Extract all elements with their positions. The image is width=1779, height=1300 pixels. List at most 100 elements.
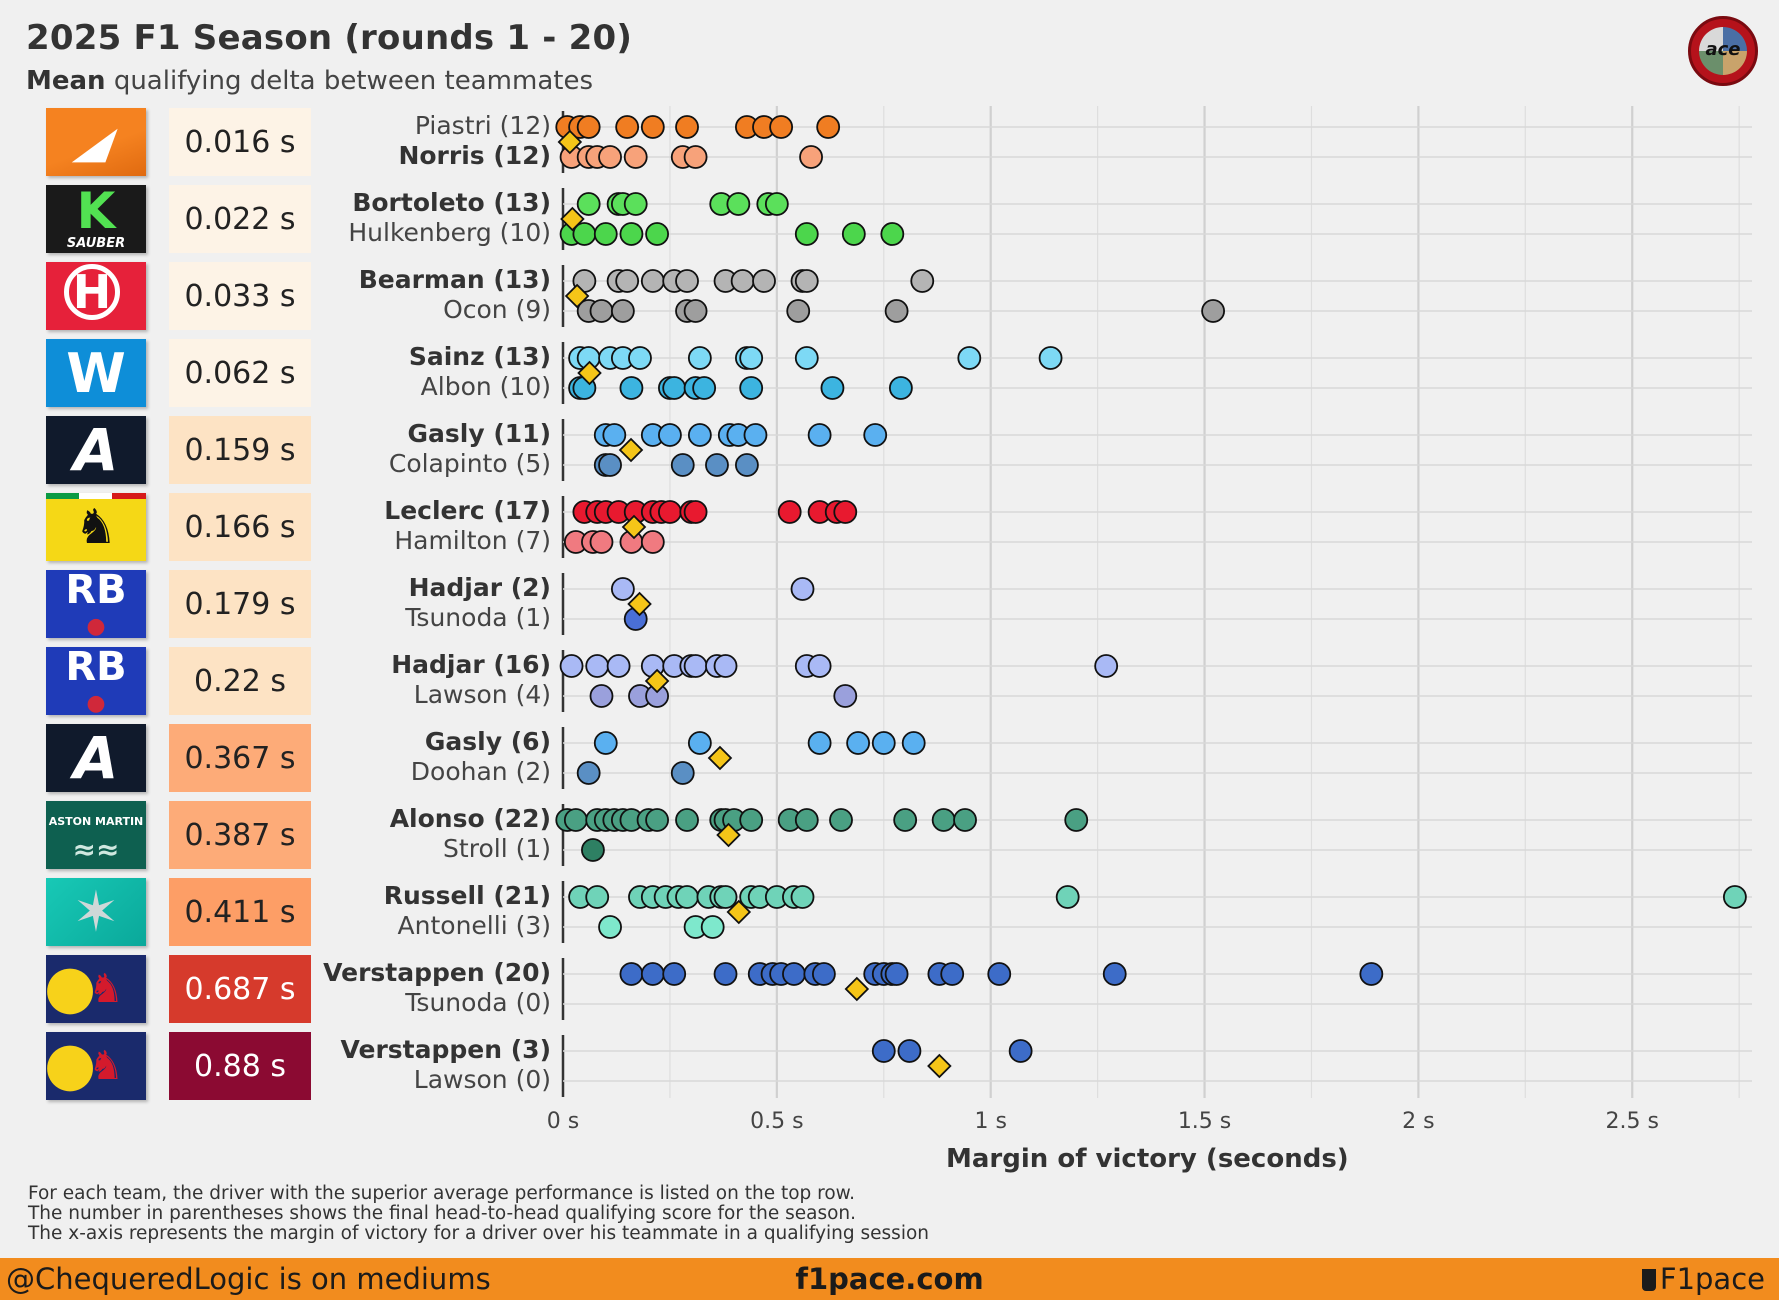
qualifying-margin-point <box>700 915 725 939</box>
qualifying-margin-point <box>585 885 610 909</box>
qualifying-margin-point <box>739 376 764 400</box>
red-bull-logo: ● ♞ <box>46 1032 146 1100</box>
qualifying-margin-point <box>623 192 648 216</box>
qualifying-margin-point <box>683 145 708 169</box>
mean-delta-marker <box>627 591 652 617</box>
qualifying-margin-point <box>880 222 905 246</box>
qualifying-margin-point <box>897 1039 922 1063</box>
driver-label-bottom: Stroll (1) <box>443 834 551 863</box>
qualifying-margin-point <box>563 808 588 832</box>
qualifying-margin-point <box>871 731 896 755</box>
mean-delta-marker <box>716 822 741 848</box>
mean-delta-marker <box>726 899 752 925</box>
qualifying-margin-point <box>739 346 764 370</box>
driver-label-top: Gasly (6) <box>424 727 551 756</box>
driver-label-top: Hadjar (16) <box>391 650 551 679</box>
qualifying-margin-point <box>589 684 614 708</box>
qualifying-margin-point <box>807 731 832 755</box>
mean-delta-box: 0.062 s <box>169 339 311 407</box>
driver-label-top: Leclerc (17) <box>384 496 551 525</box>
coffee-cup-icon <box>1641 1269 1656 1291</box>
footer-site[interactable]: f1pace.com <box>795 1262 984 1296</box>
footnote-3: The x-axis represents the margin of vict… <box>28 1223 930 1244</box>
qualifying-margin-point <box>593 731 618 755</box>
qualifying-margin-point <box>794 808 819 832</box>
qualifying-margin-point <box>683 299 708 323</box>
footer-brand: F1pace <box>1641 1262 1765 1296</box>
qualifying-margin-point <box>713 654 738 678</box>
qualifying-margin-point <box>675 885 699 909</box>
driver-label-bottom: Tsunoda (0) <box>405 988 551 1017</box>
qualifying-margin-point <box>713 962 738 986</box>
qualifying-margin-point <box>1038 346 1063 370</box>
mclaren-logo: ◢ <box>46 108 146 176</box>
qualifying-margin-point <box>610 299 635 323</box>
qualifying-margin-point <box>816 115 841 139</box>
qualifying-margin-point <box>640 115 665 139</box>
qualifying-margin-point <box>615 115 640 139</box>
mean-delta-box: 0.88 s <box>169 1032 311 1100</box>
qualifying-margin-point <box>640 962 665 986</box>
qualifying-margin-point <box>807 654 832 678</box>
driver-label-bottom: Antonelli (3) <box>397 911 551 940</box>
qualifying-margin-point <box>841 222 866 246</box>
qualifying-margin-point <box>606 654 631 678</box>
qualifying-margin-point <box>705 453 729 477</box>
alpine-logo: A <box>46 724 146 792</box>
qualifying-margin-point <box>687 423 712 447</box>
qualifying-margin-point <box>863 423 888 447</box>
qualifying-margin-point <box>833 684 858 708</box>
mean-delta-marker <box>707 745 733 771</box>
mean-delta-marker <box>557 129 583 155</box>
f1pace-logo-text: ace <box>1705 39 1741 60</box>
driver-label-top: Verstappen (20) <box>323 958 551 987</box>
mean-delta-box: 0.687 s <box>169 955 311 1023</box>
qualifying-margin-point <box>589 299 614 323</box>
qualifying-margin-point <box>662 376 687 400</box>
driver-label-bottom: Hulkenberg (10) <box>348 218 551 247</box>
qualifying-margin-point <box>1722 885 1747 909</box>
qualifying-margin-point <box>726 192 751 216</box>
qualifying-margin-point <box>576 115 601 139</box>
qualifying-margin-point <box>901 731 926 755</box>
qualifying-margin-point <box>683 500 708 524</box>
qualifying-margin-point <box>730 269 755 293</box>
driver-label-bottom: Hamilton (7) <box>394 526 551 555</box>
qualifying-margin-point <box>735 453 759 477</box>
x-tick-label: 2.5 s <box>1606 1109 1659 1134</box>
qualifying-margin-point <box>623 145 648 169</box>
chart-title: 2025 F1 Season (rounds 1 - 20) <box>26 18 633 58</box>
qualifying-margin-point <box>769 115 794 139</box>
x-axis-label: Margin of victory (seconds) <box>946 1144 1349 1174</box>
driver-label-bottom: Norris (12) <box>398 141 551 170</box>
footer-brand-text: F1pace <box>1659 1262 1765 1296</box>
qualifying-margin-point <box>871 1039 896 1063</box>
qualifying-margin-point <box>829 808 853 832</box>
mean-delta-box: 0.367 s <box>169 724 311 792</box>
subtitle-bold: Mean <box>26 66 106 96</box>
driver-label-bottom: Albon (10) <box>420 372 551 401</box>
qualifying-margin-point <box>576 192 601 216</box>
chart-subtitle: Mean qualifying delta between teammates <box>26 66 593 96</box>
qualifying-margin-point <box>670 761 695 785</box>
driver-label-bottom: Colapinto (5) <box>388 449 551 478</box>
qualifying-margin-point <box>713 885 738 909</box>
driver-label-bottom: Tsunoda (1) <box>405 603 551 632</box>
qualifying-margin-point <box>846 731 871 755</box>
driver-label-top: Gasly (11) <box>407 419 551 448</box>
qualifying-margin-point <box>598 145 622 169</box>
qualifying-margin-point <box>888 376 913 400</box>
qualifying-margin-point <box>610 577 635 601</box>
qualifying-margin-point <box>987 962 1012 986</box>
driver-label-top: Hadjar (2) <box>408 573 551 602</box>
qualifying-margin-point <box>794 222 819 246</box>
qualifying-margin-point <box>658 423 682 447</box>
qualifying-margin-point <box>602 423 627 447</box>
qualifying-margin-point <box>799 145 823 169</box>
qualifying-margin-point <box>589 530 614 554</box>
qualifying-margin-point <box>581 838 605 862</box>
driver-label-bottom: Ocon (9) <box>443 295 551 324</box>
haas-logo: H <box>46 262 146 330</box>
subtitle-rest: qualifying delta between teammates <box>105 66 593 96</box>
qualifying-margin-point <box>893 808 918 832</box>
